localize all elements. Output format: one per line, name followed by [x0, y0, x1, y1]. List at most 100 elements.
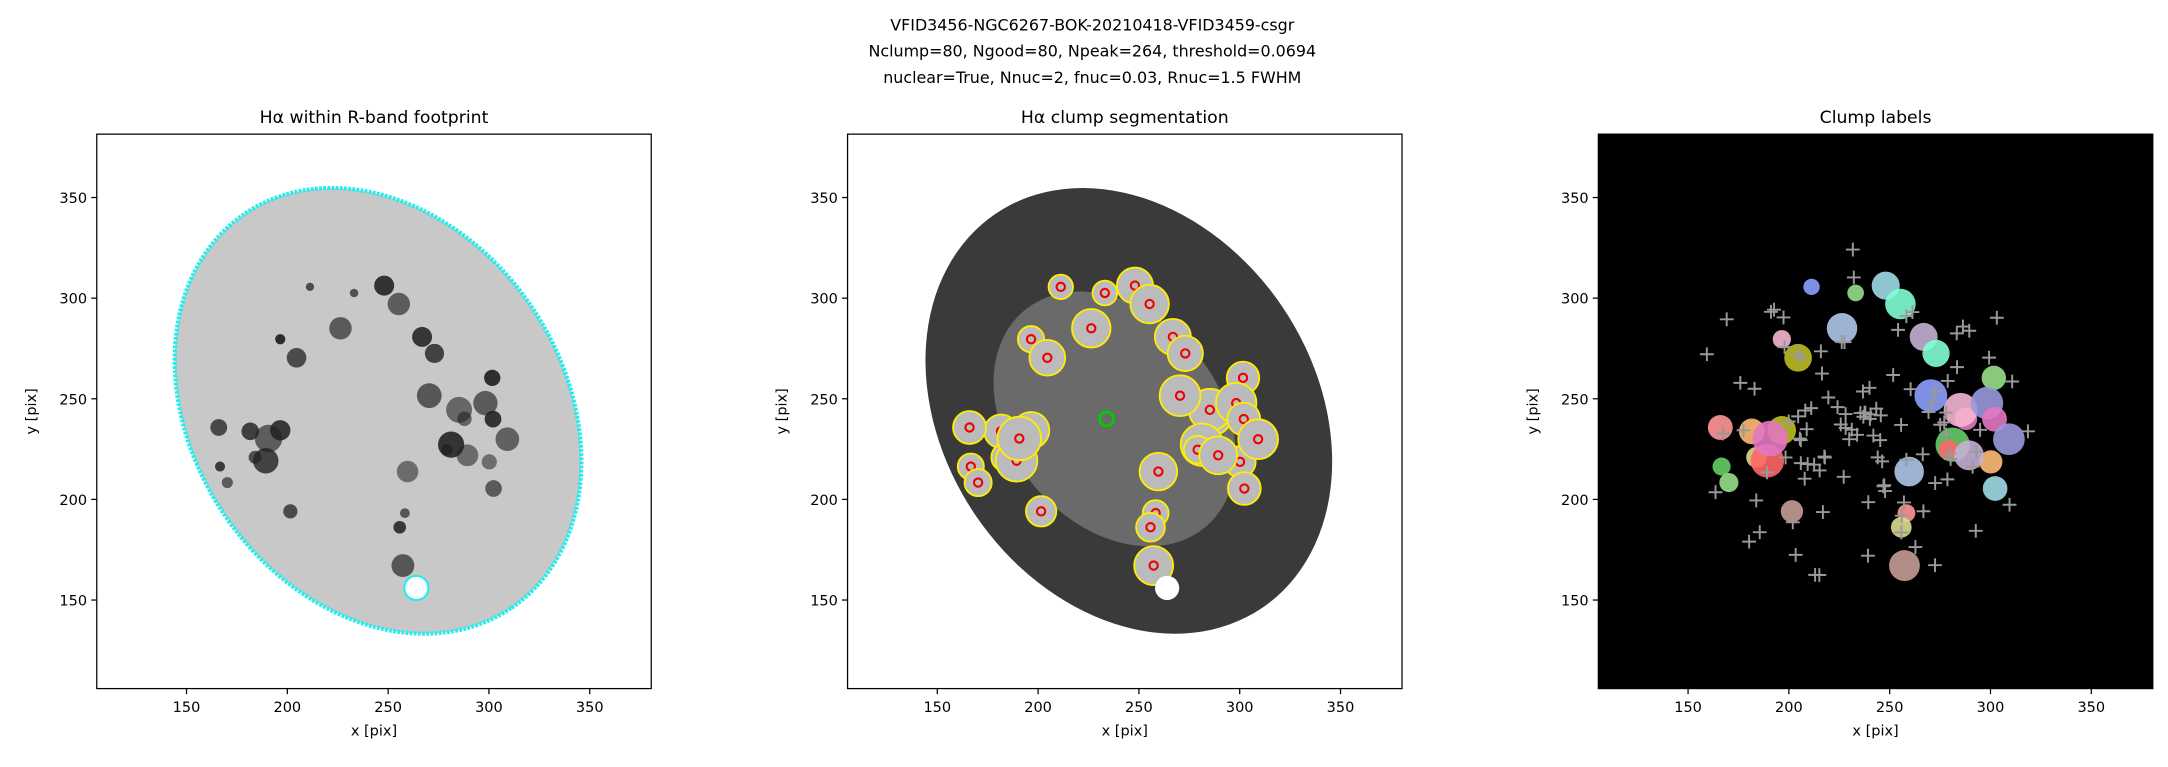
peak-cross	[1908, 540, 1923, 554]
x-axis-label: x [pix]	[1852, 724, 1898, 740]
segment-contour	[1091, 279, 1119, 307]
peak-marker	[1153, 466, 1164, 477]
peak-cross	[1742, 534, 1757, 549]
segment-contour	[1047, 273, 1074, 300]
x-tick-label: 350	[1327, 700, 1355, 716]
segment-contour	[1133, 545, 1175, 586]
peak-cross	[1815, 505, 1830, 519]
peak-marker	[1213, 450, 1224, 461]
image	[96, 134, 652, 689]
y-tick-label: 250	[810, 392, 838, 408]
peak-cross	[2005, 374, 2020, 389]
peak-cross	[1862, 380, 1877, 395]
peak-marker	[1180, 348, 1191, 359]
emission-blob	[214, 461, 226, 472]
peak-cross	[1790, 347, 1805, 362]
peak-cross	[1856, 384, 1870, 399]
peak-cross	[1785, 515, 1800, 530]
peak-marker	[1145, 522, 1156, 533]
emission-blob	[286, 347, 307, 368]
x-tick-label: 300	[475, 700, 503, 716]
segment-contour	[952, 410, 987, 445]
segment-contour	[1135, 511, 1166, 543]
peak-cross	[1897, 495, 1911, 510]
y-tick-label: 250	[59, 392, 87, 408]
peak-cross	[1861, 548, 1875, 563]
emission-blob	[374, 275, 395, 296]
peak-cross	[1812, 463, 1827, 478]
peak-cross	[1719, 312, 1734, 327]
peak-cross	[1764, 304, 1778, 319]
peak-cross	[2021, 424, 2035, 439]
clump-label	[1889, 550, 1920, 582]
y-tick-label: 150	[810, 594, 838, 610]
peak-marker	[1129, 280, 1141, 291]
emission-blob	[399, 508, 410, 518]
peak-marker	[1252, 434, 1264, 445]
peak-cross	[1903, 382, 1918, 397]
emission-blob	[473, 390, 498, 416]
peak-cross	[1921, 405, 1936, 419]
clump-label	[1772, 330, 1791, 349]
emission-blob	[210, 419, 228, 436]
peak-cross	[1749, 493, 1764, 508]
galaxy	[172, 185, 584, 636]
peak-marker	[1148, 560, 1159, 571]
segment-contour	[1227, 471, 1262, 506]
figure-title: VFID3456-NGC6267-BOK-20210418-VFID3459-c…	[890, 15, 1295, 34]
x-tick-label: 250	[1125, 700, 1153, 716]
segment-contour	[996, 415, 1043, 462]
x-tick-label: 200	[1024, 700, 1052, 716]
peak-cross	[1821, 390, 1836, 405]
y-axis-label: y [pix]	[775, 388, 791, 434]
axes-title: Clump labels	[1820, 108, 1932, 128]
peak-cross	[1777, 340, 1792, 355]
clump-label	[1803, 278, 1820, 296]
emission-blob	[412, 326, 433, 347]
peak-marker	[972, 477, 984, 488]
peak-cross	[1915, 447, 1930, 462]
y-tick-label: 200	[810, 493, 838, 509]
clump-label	[1826, 313, 1858, 344]
peak-cross	[1891, 322, 1905, 337]
y-tick-label: 250	[1561, 392, 1589, 408]
segment-contour	[1025, 495, 1058, 528]
image	[1598, 134, 2153, 689]
peak-cross	[2002, 497, 2017, 512]
peak-cross	[1899, 452, 1914, 467]
peak-cross	[1878, 484, 1893, 498]
clump-label	[1922, 339, 1950, 368]
clump-label	[1780, 500, 1804, 523]
y-axis-label: y [pix]	[24, 388, 40, 434]
peak-cross	[1937, 415, 1952, 430]
x-tick-label: 300	[1226, 700, 1254, 716]
y-tick-label: 150	[59, 594, 87, 610]
clump-label	[1707, 415, 1733, 440]
axes-title: Hα clump segmentation	[1021, 108, 1229, 128]
peak-cross	[1776, 310, 1791, 325]
peak-cross	[1760, 465, 1774, 480]
clump-label	[1982, 476, 2008, 501]
peak-cross	[1733, 375, 1748, 390]
peak-cross	[1736, 423, 1751, 438]
emission-blob	[416, 383, 442, 409]
x-axis-label: x [pix]	[351, 724, 397, 740]
peak-cross	[1767, 302, 1781, 317]
masked-star	[1155, 575, 1180, 601]
peak-cross	[1842, 432, 1857, 447]
y-axis-label: y [pix]	[1526, 388, 1542, 434]
peak-cross	[1949, 326, 1964, 341]
peak-cross	[1800, 457, 1815, 472]
peak-cross	[1905, 305, 1920, 319]
y-tick-label: 350	[810, 191, 838, 207]
peak-cross	[1792, 431, 1807, 446]
emission-blob	[441, 443, 453, 456]
peak-cross	[1830, 400, 1845, 415]
peak-marker	[1204, 404, 1216, 416]
segment-contour	[1166, 334, 1204, 372]
emission-blob	[305, 282, 315, 292]
emission-blob	[485, 480, 502, 497]
peak-cross	[1793, 350, 1808, 365]
peak-cross	[1833, 417, 1848, 432]
clump-label	[1712, 457, 1731, 476]
